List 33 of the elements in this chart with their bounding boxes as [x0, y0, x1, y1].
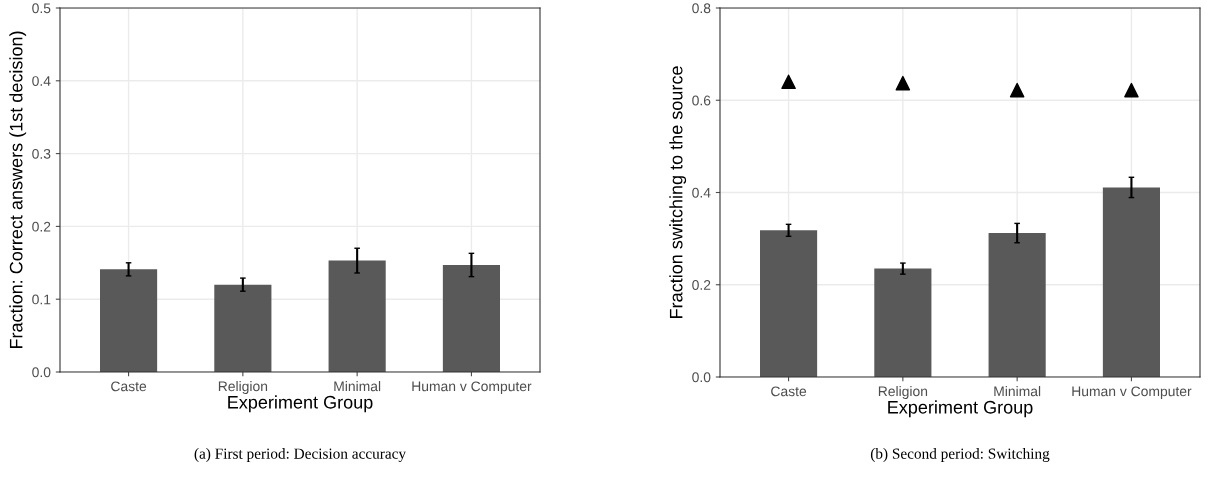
bar [760, 230, 818, 377]
x-tick-label: Minimal [334, 381, 381, 392]
y-axis-title: Fraction switching to the source [669, 66, 687, 318]
text: (b) Second period: Switching [870, 448, 1050, 462]
x-tick-label: Human v Computer [412, 381, 532, 394]
y-tick-label: 0.2 [692, 280, 711, 290]
y-tick-label: 0.5 [32, 3, 51, 14]
x-tick-label: Caste [111, 381, 147, 392]
bar [874, 268, 932, 377]
bar [988, 233, 1046, 377]
x-axis-title: Experiment Group [888, 400, 1033, 418]
y-tick-label: 0.3 [32, 148, 51, 159]
y-tick-label: 0.4 [32, 76, 51, 86]
y-tick-label: 0.2 [32, 221, 51, 232]
x-tick-label: Caste [771, 386, 807, 397]
y-tick-label: 0.0 [32, 367, 51, 378]
bar [1102, 187, 1160, 377]
x-tick-label: Minimal [994, 386, 1041, 397]
x-axis-title: Experiment Group [228, 395, 373, 413]
y-tick-label: 0.8 [692, 3, 711, 14]
bar [442, 264, 500, 372]
x-tick-label: Religion [218, 381, 268, 394]
y-tick-label: 0.6 [692, 95, 711, 106]
text: (a) First period: Decision accuracy [194, 448, 406, 462]
bar [214, 284, 272, 372]
y-tick-label: 0.1 [32, 294, 51, 305]
x-tick-label: Religion [878, 386, 928, 399]
bar [328, 260, 386, 372]
x-tick-label: Human v Computer [1072, 386, 1192, 399]
y-tick-label: 0.0 [692, 372, 711, 383]
y-axis-title: Fraction: Correct answers (1st decision) [9, 31, 27, 349]
bar [100, 269, 158, 372]
y-tick-label: 0.4 [692, 187, 711, 198]
